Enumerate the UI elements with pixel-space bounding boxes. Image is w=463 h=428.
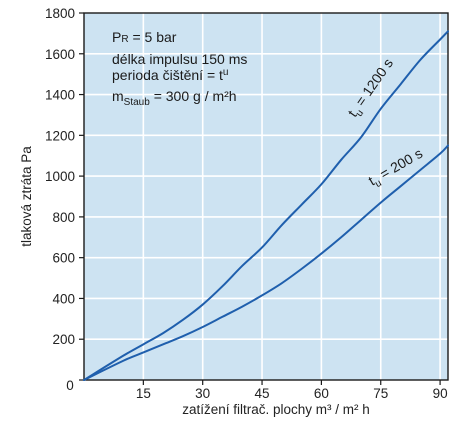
x-tick-label-30: 30: [195, 386, 210, 401]
plot-frame: [83, 12, 449, 381]
y-tick-label-1200: 1200: [45, 128, 75, 143]
x-axis-title: zatížení filtrač. plochy m³ / m² h: [182, 402, 370, 417]
series-line-0: [83, 30, 449, 381]
x-tick-label-90: 90: [433, 386, 448, 401]
series-line-1: [83, 144, 449, 381]
tick-labels: 0 15 30 45 60 75 90 200 400 600 800 1000 1200 1400 160…: [45, 6, 448, 401]
annotation-pulse-length: délka impulsu 150 ms: [112, 51, 247, 67]
y-tick-label-1400: 1400: [45, 88, 75, 103]
annotation-dust-load: mStaub = 300 g / m²h: [112, 88, 237, 108]
x-tick-label-75: 75: [373, 386, 388, 401]
y-tick-label-1800: 1800: [45, 6, 75, 21]
x-tick-label-0: 0: [66, 378, 74, 393]
x-tick-label-45: 45: [255, 386, 270, 401]
x-tick-label-15: 15: [136, 386, 151, 401]
series-lines: [83, 30, 449, 381]
y-tick-label-200: 200: [52, 332, 75, 347]
conditions-annotation: PR = 5 bar délka impulsu 150 ms perioda …: [112, 29, 247, 108]
y-tick-label-600: 600: [52, 251, 75, 266]
y-tick-label-1000: 1000: [45, 169, 75, 184]
annotation-pressure: PR = 5 bar: [112, 29, 177, 45]
annotation-cleaning-period: perioda čištění = tu: [112, 67, 228, 83]
y-tick-label-400: 400: [52, 291, 75, 306]
grid: [84, 13, 448, 380]
y-axis-title: tlaková ztráta Pa: [19, 146, 34, 247]
y-tick-label-1600: 1600: [45, 47, 75, 62]
axes: [79, 12, 449, 385]
y-tick-label-800: 800: [52, 210, 75, 225]
x-tick-label-60: 60: [314, 386, 329, 401]
